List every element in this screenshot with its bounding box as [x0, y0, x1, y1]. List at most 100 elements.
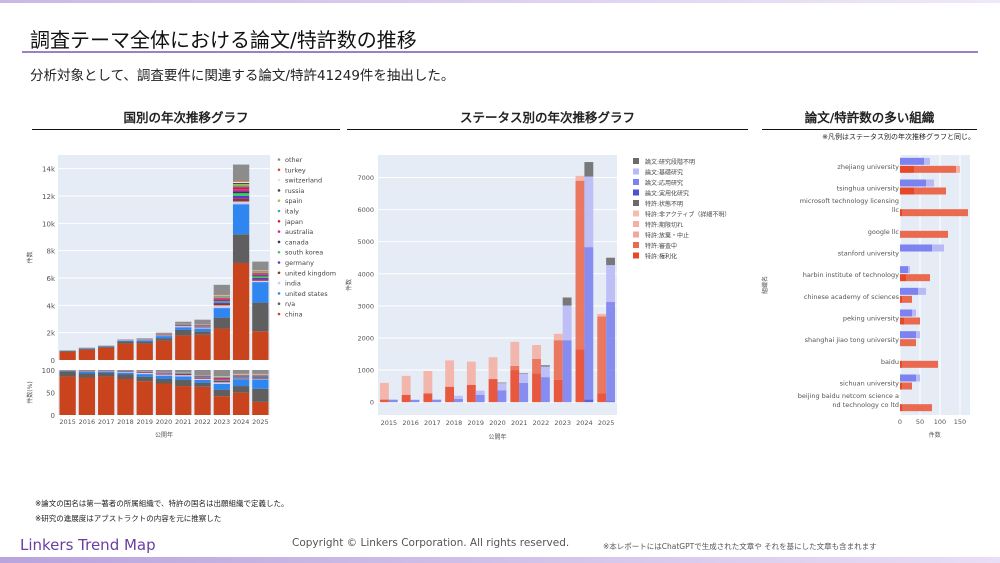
bar-germany	[232, 196, 250, 199]
bar-india	[213, 305, 230, 309]
pct-bar-germany	[194, 377, 211, 378]
pct-bar-n-a	[194, 382, 211, 387]
legend-swatch	[633, 210, 639, 217]
pct-bar-other	[98, 370, 115, 372]
bar-n-a	[175, 329, 192, 336]
brand-logo: Linkers Trend Map	[20, 536, 156, 554]
x-tick-label: 2015	[381, 419, 398, 427]
bar-n-a	[155, 338, 173, 341]
bar-germany	[213, 302, 230, 304]
section-title-status: ステータス別の年次推移グラフ	[347, 107, 748, 130]
pct-bar-united-states	[136, 374, 153, 377]
x-tick-label: 2019	[136, 418, 153, 426]
x-tick-label: 2024	[576, 419, 593, 427]
bar-論文:応用研究	[475, 394, 485, 403]
paper-bar-基礎研究	[924, 157, 930, 165]
pct-tick-label: 100	[42, 367, 55, 375]
legend-item: turkey	[285, 166, 306, 174]
bar-india	[194, 327, 211, 329]
pct-bar-n-a	[59, 371, 76, 377]
pct-bar-other	[232, 370, 250, 374]
org-label: peking university	[843, 315, 899, 323]
legend-marker	[277, 178, 281, 182]
bar-other	[252, 261, 269, 271]
bar-japan	[252, 273, 269, 275]
pct-bar-united-kingdom	[175, 374, 192, 376]
y-axis-label: 件数	[26, 251, 34, 263]
bar-other	[117, 339, 134, 341]
y-tick-label: 2k	[46, 330, 55, 338]
bar-spain	[232, 184, 250, 186]
paper-bar-応用研究	[900, 287, 918, 295]
legend-swatch	[633, 242, 639, 248]
bar-論文:応用研究	[410, 399, 420, 403]
bar-特許:審査中	[597, 316, 607, 394]
y-tick-label: 1000	[357, 367, 374, 375]
pct-bar-united-kingdom	[232, 377, 250, 379]
pct-bar-n-a	[98, 373, 115, 377]
bar-china	[59, 351, 76, 360]
bar-n-a	[59, 350, 76, 352]
bar-canada	[213, 300, 230, 302]
bar-特許:期限切れ	[445, 360, 455, 387]
bar-n-a	[98, 346, 115, 348]
org-chart: 0 50 100 150 件数 組織名 zhejiang university tsinghu…	[761, 155, 970, 439]
bar-united-states	[175, 327, 192, 330]
top-accent-bar	[0, 0, 1000, 3]
bar-united-states	[117, 340, 134, 342]
bar-australia	[232, 189, 250, 192]
patent-bar-審査中	[902, 382, 912, 390]
pct-bar-canada	[252, 376, 269, 377]
y-tick-label: 4k	[46, 302, 55, 310]
bar-germany	[252, 278, 269, 280]
paper-bar-応用研究	[900, 179, 926, 187]
pct-bar-india	[136, 372, 153, 375]
bar-russia	[232, 183, 250, 185]
legend-item: n/a	[285, 300, 295, 308]
y-tick-label: 3000	[357, 302, 374, 310]
legend-item: 特許:放棄・中止	[645, 232, 689, 240]
pct-bar-n-a	[252, 388, 269, 402]
legend-marker	[277, 312, 281, 316]
bar-論文:応用研究	[432, 399, 442, 403]
bar-turkey	[232, 180, 250, 182]
bar-論文:応用研究	[540, 377, 550, 403]
patent-bar-権利化	[900, 360, 902, 368]
legend-item: south korea	[285, 249, 323, 257]
paper-bar-応用研究	[900, 244, 932, 252]
legend-item: 特許:非アクティブ（詳細不明）	[645, 211, 730, 219]
org-label: nd technology co ltd	[832, 401, 899, 409]
bar-japan	[213, 298, 230, 300]
pct-bar-australia	[252, 375, 269, 377]
x-tick-label: 2022	[194, 418, 211, 426]
bar-論文:応用研究	[584, 247, 594, 400]
patent-bar-審査中	[906, 274, 930, 282]
x-tick-label: 2024	[233, 418, 250, 426]
pct-tick-label: 0	[51, 412, 55, 420]
bar-特許:権利化	[445, 386, 455, 403]
y-tick-label: 0	[370, 399, 374, 407]
patent-bar-権利化	[900, 165, 914, 173]
bar-特許:期限切れ	[380, 382, 389, 400]
x-tick-label: 2020	[489, 419, 506, 427]
bar-united-states	[155, 336, 173, 339]
bar-論文:実用化研究	[606, 401, 615, 403]
pct-bar-other	[136, 370, 153, 372]
pct-bar-china	[252, 401, 269, 415]
bar-south-korea	[232, 193, 250, 196]
bar-論文:基礎研究	[497, 383, 507, 391]
paper-bar-応用研究	[900, 374, 916, 382]
bar-特許:権利化	[466, 384, 476, 403]
bar-論文:実用化研究	[584, 399, 594, 403]
bar-united-kingdom	[252, 279, 269, 281]
bar-united-kingdom	[213, 303, 230, 306]
x-tick-label: 2018	[446, 419, 463, 427]
bar-論文:基礎研究	[519, 373, 529, 383]
bar-特許:期限切れ	[466, 361, 476, 385]
bar-n-a	[78, 348, 96, 350]
paper-bar-応用研究	[900, 309, 912, 317]
legend-swatch	[633, 252, 639, 259]
paper-bar-基礎研究	[916, 331, 920, 339]
patent-bar-審査中	[902, 404, 932, 412]
